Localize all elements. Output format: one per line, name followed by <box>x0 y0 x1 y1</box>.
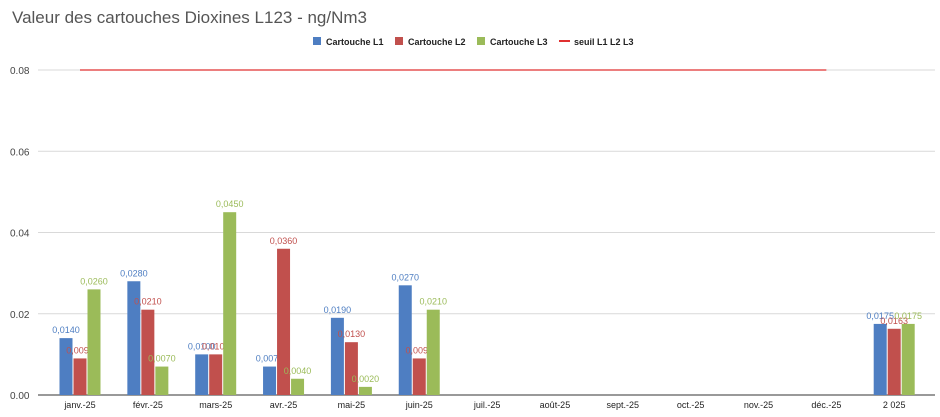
bar <box>358 386 372 395</box>
y-tick-label: 0.00 <box>10 391 30 402</box>
data-label: 0,0040 <box>284 366 312 376</box>
data-label: 0,0070 <box>256 354 284 364</box>
bar <box>141 309 155 395</box>
bar <box>412 358 426 395</box>
bar <box>277 248 291 395</box>
data-label: 0,0090 <box>405 345 433 355</box>
x-tick-label: août-25 <box>540 400 571 410</box>
bar <box>209 354 223 395</box>
data-label: 0,0020 <box>352 374 380 384</box>
data-label: 0,0070 <box>148 354 176 364</box>
bar <box>398 285 412 395</box>
x-tick-label: juil.-25 <box>473 400 501 410</box>
legend-swatch <box>313 37 321 45</box>
bar <box>426 309 440 395</box>
x-tick-label: mai-25 <box>338 400 366 410</box>
data-label: 0,0140 <box>52 325 80 335</box>
bar <box>901 323 915 395</box>
x-tick-label: déc.-25 <box>811 400 841 410</box>
data-label: 0,0270 <box>391 272 419 282</box>
y-tick-label: 0.06 <box>10 147 30 158</box>
data-label: 0,0100 <box>202 341 230 351</box>
bar <box>887 328 901 395</box>
data-label: 0,0130 <box>338 329 366 339</box>
data-label: 0,0260 <box>80 276 108 286</box>
bar <box>87 289 101 395</box>
data-label: 0,0450 <box>216 199 244 209</box>
bar <box>344 342 358 395</box>
x-tick-label: oct.-25 <box>677 400 705 410</box>
data-label: 0,0360 <box>270 236 298 246</box>
y-tick-label: 0.02 <box>10 310 30 321</box>
data-label: 0,0210 <box>419 297 447 307</box>
legend-label: Cartouche L1 <box>326 37 384 47</box>
legend-swatch <box>395 37 403 45</box>
data-label: 0,0090 <box>66 345 94 355</box>
x-tick-label: janv.-25 <box>63 400 95 410</box>
legend-label: seuil L1 L2 L3 <box>574 37 634 47</box>
data-label: 0,0163 <box>880 316 908 326</box>
data-label: 0,0175 <box>866 311 894 321</box>
bar <box>873 323 887 395</box>
bar <box>330 317 344 395</box>
data-label: 0,0175 <box>894 311 922 321</box>
data-label: 0,0280 <box>120 268 148 278</box>
x-tick-label: nov.-25 <box>744 400 773 410</box>
legend-label: Cartouche L3 <box>490 37 548 47</box>
x-tick-label: avr.-25 <box>270 400 298 410</box>
legend-swatch <box>477 37 485 45</box>
chart-title: Valeur des cartouches Dioxines L123 - ng… <box>12 8 367 27</box>
bar <box>291 378 305 395</box>
x-tick-label: févr.-25 <box>133 400 163 410</box>
bar <box>223 212 237 395</box>
y-tick-label: 0.04 <box>10 229 30 240</box>
x-tick-label: 2 025 <box>883 400 906 410</box>
bar <box>263 366 277 395</box>
bar <box>73 358 87 395</box>
legend-label: Cartouche L2 <box>408 37 466 47</box>
x-tick-label: sept.-25 <box>607 400 640 410</box>
data-label: 0,0210 <box>134 297 162 307</box>
data-label: 0,0100 <box>188 341 216 351</box>
bar <box>195 354 209 395</box>
bar <box>127 281 141 395</box>
x-tick-label: juin-25 <box>405 400 433 410</box>
y-tick-label: 0.08 <box>10 66 30 77</box>
bar <box>155 366 169 395</box>
x-tick-label: mars-25 <box>199 400 232 410</box>
data-label: 0,0190 <box>324 305 352 315</box>
bar <box>59 338 73 395</box>
